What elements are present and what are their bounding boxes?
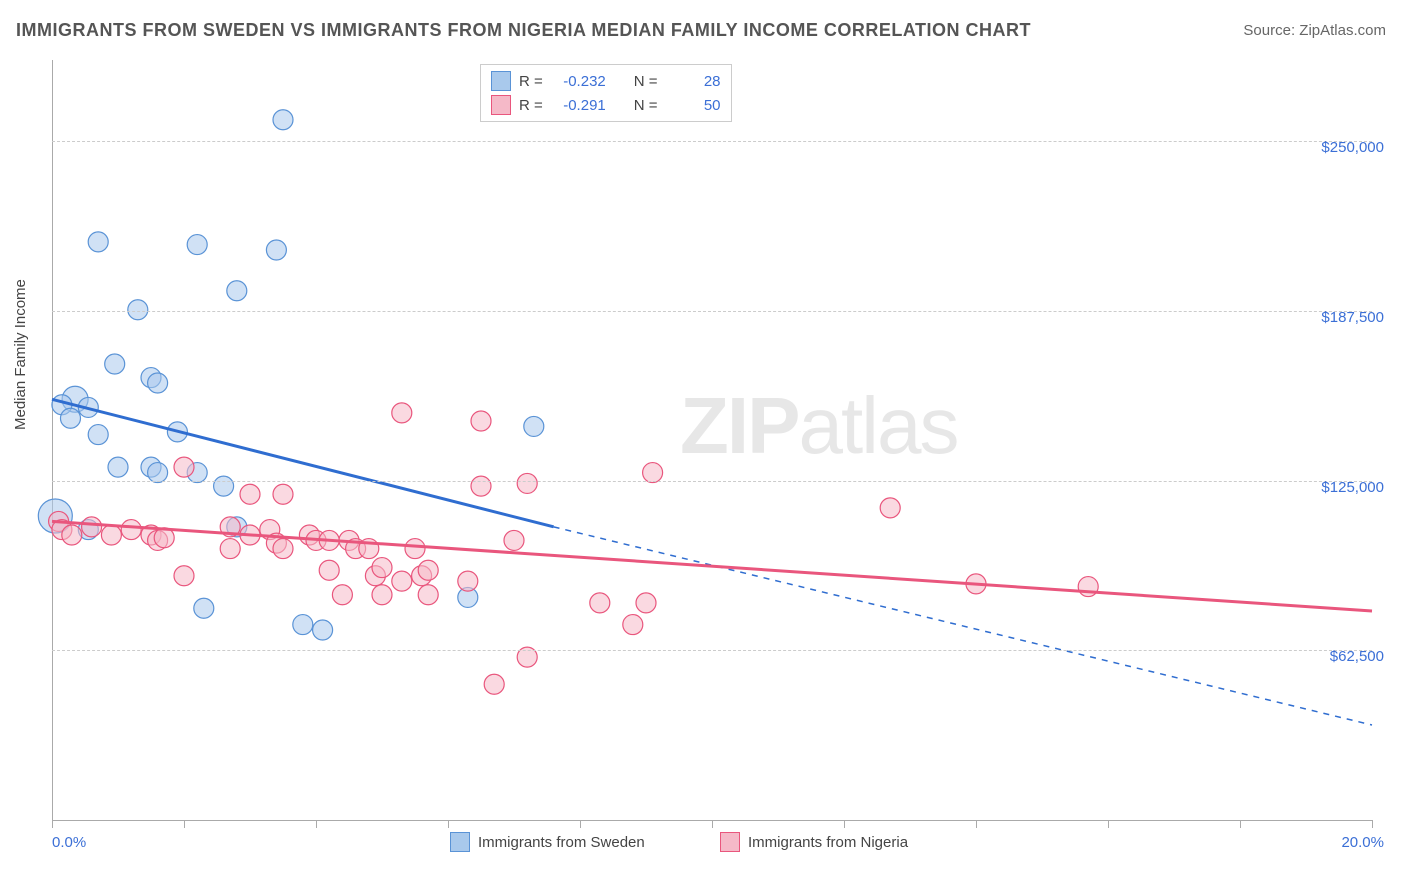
x-tick bbox=[976, 820, 977, 828]
x-tick bbox=[1372, 820, 1373, 828]
data-point-nigeria bbox=[174, 457, 194, 477]
legend-N-value-sweden: 28 bbox=[666, 73, 721, 90]
x-tick bbox=[52, 820, 53, 828]
data-point-sweden bbox=[187, 235, 207, 255]
data-point-sweden bbox=[60, 408, 80, 428]
data-point-nigeria bbox=[82, 517, 102, 537]
data-point-nigeria bbox=[880, 498, 900, 518]
data-point-nigeria bbox=[590, 593, 610, 613]
data-point-nigeria bbox=[101, 525, 121, 545]
legend-swatch-sweden bbox=[450, 832, 470, 852]
x-axis-min-label: 0.0% bbox=[52, 834, 86, 851]
legend-N-value-nigeria: 50 bbox=[666, 97, 721, 114]
data-point-nigeria bbox=[372, 558, 392, 578]
data-point-nigeria bbox=[484, 674, 504, 694]
trendline-nigeria bbox=[52, 521, 1372, 611]
y-axis-label: Median Family Income bbox=[12, 279, 29, 430]
legend-swatch-sweden bbox=[491, 71, 511, 91]
legend-swatch-nigeria bbox=[491, 95, 511, 115]
gridline-h bbox=[52, 481, 1372, 482]
data-point-sweden bbox=[273, 110, 293, 130]
data-point-sweden bbox=[227, 281, 247, 301]
data-point-sweden bbox=[148, 463, 168, 483]
x-tick bbox=[844, 820, 845, 828]
data-point-sweden bbox=[194, 598, 214, 618]
source-name: ZipAtlas.com bbox=[1299, 22, 1386, 39]
legend-label-sweden: Immigrants from Sweden bbox=[478, 834, 645, 851]
legend-correlation-box: R = -0.232 N = 28 R = -0.291 N = 50 bbox=[480, 64, 732, 122]
data-point-nigeria bbox=[121, 520, 141, 540]
legend-R-value-nigeria: -0.291 bbox=[551, 97, 606, 114]
legend-N-label: N = bbox=[634, 97, 658, 114]
data-point-nigeria bbox=[418, 585, 438, 605]
data-point-sweden bbox=[148, 373, 168, 393]
data-point-sweden bbox=[105, 354, 125, 374]
data-point-nigeria bbox=[623, 615, 643, 635]
trendline-dashed-sweden bbox=[554, 527, 1372, 725]
data-point-nigeria bbox=[332, 585, 352, 605]
data-point-nigeria bbox=[643, 463, 663, 483]
data-point-nigeria bbox=[418, 560, 438, 580]
data-point-sweden bbox=[108, 457, 128, 477]
data-point-sweden bbox=[214, 476, 234, 496]
legend-stat-row-sweden: R = -0.232 N = 28 bbox=[491, 69, 721, 93]
data-point-nigeria bbox=[517, 473, 537, 493]
data-point-nigeria bbox=[273, 484, 293, 504]
data-point-nigeria bbox=[504, 530, 524, 550]
data-point-sweden bbox=[313, 620, 333, 640]
data-point-nigeria bbox=[174, 566, 194, 586]
y-tick-label: $250,000 bbox=[1321, 139, 1384, 156]
legend-N-label: N = bbox=[634, 73, 658, 90]
data-point-sweden bbox=[524, 416, 544, 436]
data-point-sweden bbox=[266, 240, 286, 260]
data-point-sweden bbox=[88, 232, 108, 252]
data-point-nigeria bbox=[240, 484, 260, 504]
data-point-nigeria bbox=[273, 539, 293, 559]
data-point-nigeria bbox=[471, 476, 491, 496]
data-point-nigeria bbox=[458, 571, 478, 591]
data-point-nigeria bbox=[220, 539, 240, 559]
legend-stat-row-nigeria: R = -0.291 N = 50 bbox=[491, 93, 721, 117]
y-tick-label: $187,500 bbox=[1321, 309, 1384, 326]
legend-R-value-sweden: -0.232 bbox=[551, 73, 606, 90]
x-tick bbox=[1240, 820, 1241, 828]
source-prefix: Source: bbox=[1243, 22, 1299, 39]
legend-series-sweden: Immigrants from Sweden bbox=[450, 832, 645, 852]
scatter-plot-svg bbox=[52, 60, 1372, 820]
x-tick bbox=[712, 820, 713, 828]
x-tick bbox=[580, 820, 581, 828]
data-point-nigeria bbox=[471, 411, 491, 431]
data-point-sweden bbox=[88, 425, 108, 445]
data-point-nigeria bbox=[319, 560, 339, 580]
data-point-nigeria bbox=[62, 525, 82, 545]
x-tick bbox=[316, 820, 317, 828]
chart-title: IMMIGRANTS FROM SWEDEN VS IMMIGRANTS FRO… bbox=[16, 20, 1031, 41]
gridline-h bbox=[52, 141, 1372, 142]
data-point-nigeria bbox=[392, 571, 412, 591]
legend-series-nigeria: Immigrants from Nigeria bbox=[720, 832, 908, 852]
data-point-nigeria bbox=[372, 585, 392, 605]
x-tick bbox=[1108, 820, 1109, 828]
legend-swatch-nigeria bbox=[720, 832, 740, 852]
x-axis-max-label: 20.0% bbox=[1341, 834, 1384, 851]
data-point-sweden bbox=[128, 300, 148, 320]
data-point-nigeria bbox=[405, 539, 425, 559]
data-point-nigeria bbox=[636, 593, 656, 613]
x-tick bbox=[184, 820, 185, 828]
source-attribution: Source: ZipAtlas.com bbox=[1243, 22, 1386, 39]
legend-R-label: R = bbox=[519, 73, 543, 90]
y-tick-label: $62,500 bbox=[1330, 648, 1384, 665]
data-point-sweden bbox=[293, 615, 313, 635]
x-tick bbox=[448, 820, 449, 828]
data-point-nigeria bbox=[392, 403, 412, 423]
gridline-h bbox=[52, 311, 1372, 312]
legend-R-label: R = bbox=[519, 97, 543, 114]
gridline-h bbox=[52, 650, 1372, 651]
y-tick-label: $125,000 bbox=[1321, 479, 1384, 496]
legend-label-nigeria: Immigrants from Nigeria bbox=[748, 834, 908, 851]
